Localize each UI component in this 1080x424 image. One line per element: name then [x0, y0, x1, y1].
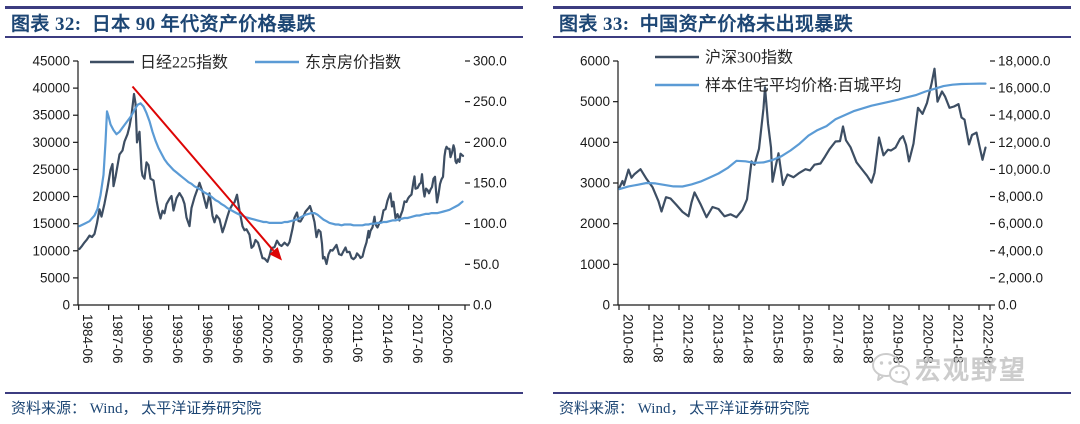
tokyo-housing-line — [78, 102, 464, 228]
svg-text:35000: 35000 — [32, 108, 70, 123]
svg-text:300.0: 300.0 — [473, 54, 507, 69]
svg-text:6000: 6000 — [580, 54, 610, 69]
svg-text:250.0: 250.0 — [473, 94, 507, 109]
svg-text:25000: 25000 — [32, 162, 70, 177]
axes — [73, 60, 470, 310]
chart-bottom-divider — [5, 392, 523, 394]
svg-text:2005-06: 2005-06 — [290, 314, 305, 364]
svg-text:40000: 40000 — [32, 81, 70, 96]
svg-text:2016-08: 2016-08 — [801, 314, 816, 364]
svg-text:1987-06: 1987-06 — [110, 314, 125, 364]
svg-text:2017-06: 2017-06 — [410, 314, 425, 364]
svg-text:18,000.0: 18,000.0 — [998, 54, 1051, 69]
source-note: 资料来源： Wind， 太平洋证券研究院 — [559, 401, 810, 417]
svg-text:5000: 5000 — [40, 270, 70, 285]
legend: 日经225指数 东京房价指数 — [90, 54, 401, 72]
svg-text:1000: 1000 — [580, 257, 610, 272]
axis-tick-labels: 0 1000 2000 3000 4000 5000 6000 0.0 2,000.0 4,000… — [580, 54, 1051, 364]
svg-text:2011-08: 2011-08 — [651, 314, 666, 363]
figure-33-title: 图表 33: 中国资产价格未出现暴跌 — [559, 14, 854, 35]
nikkei-225-line — [78, 92, 465, 266]
svg-text:10000: 10000 — [32, 243, 70, 258]
panel-top-rule — [5, 6, 523, 9]
watermark-text: 宏观野望 — [915, 356, 1028, 385]
svg-text:150.0: 150.0 — [473, 176, 507, 191]
panel-japan: 图表 32: 日本 90 年代资产价格暴跌 0 5000 10000 15000 200… — [5, 0, 523, 424]
source-note: 资料来源： Wind， 太平洋证券研究院 — [11, 401, 262, 417]
svg-text:1996-06: 1996-06 — [200, 314, 215, 364]
csi-300-legend-label: 沪深300指数 — [705, 49, 793, 67]
axis-tick-labels: 0 5000 10000 15000 20000 25000 30000 35000 40000… — [32, 54, 506, 364]
svg-text:2017-08: 2017-08 — [831, 314, 846, 364]
svg-text:2014-06: 2014-06 — [380, 314, 395, 364]
nikkei-225-legend-label: 日经225指数 — [140, 54, 228, 72]
csi-300-line — [618, 67, 987, 219]
svg-text:1993-06: 1993-06 — [170, 314, 185, 364]
svg-text:1999-06: 1999-06 — [230, 314, 245, 364]
svg-text:2010-08: 2010-08 — [621, 314, 636, 364]
svg-text:2019-08: 2019-08 — [891, 314, 906, 364]
chart-bottom-divider — [553, 392, 1071, 394]
watermark: 宏观野望 — [872, 350, 1027, 387]
svg-text:1984-06: 1984-06 — [80, 314, 95, 364]
svg-text:20000: 20000 — [32, 189, 70, 204]
svg-text:2021-08: 2021-08 — [951, 314, 966, 364]
svg-text:30000: 30000 — [32, 135, 70, 150]
svg-text:2012-08: 2012-08 — [681, 314, 696, 364]
china-asset-price-chart: 0 1000 2000 3000 4000 5000 6000 0.0 2,000.0 4,000… — [580, 49, 1051, 364]
svg-text:10,000.0: 10,000.0 — [998, 162, 1051, 177]
crash-arrow — [131, 85, 282, 261]
japan-asset-price-chart: 0 5000 10000 15000 20000 25000 30000 35000 40000… — [32, 54, 506, 364]
svg-text:45000: 45000 — [32, 54, 70, 69]
title-divider — [5, 36, 523, 38]
svg-text:2018-08: 2018-08 — [861, 314, 876, 364]
svg-text:6,000.0: 6,000.0 — [998, 216, 1043, 231]
svg-text:4000: 4000 — [580, 135, 610, 150]
panel-top-rule — [553, 6, 1071, 9]
tokyo-housing-legend-label: 东京房价指数 — [305, 54, 401, 72]
svg-text:100.0: 100.0 — [473, 216, 507, 231]
svg-text:3000: 3000 — [580, 176, 610, 191]
svg-text:16,000.0: 16,000.0 — [998, 81, 1051, 96]
title-divider — [553, 36, 1071, 38]
svg-text:0.0: 0.0 — [998, 298, 1017, 313]
house-price-100city-line — [618, 82, 987, 191]
svg-text:14,000.0: 14,000.0 — [998, 108, 1051, 123]
svg-text:2014-08: 2014-08 — [741, 314, 756, 364]
house-price-100city-legend-label: 样本住宅平均价格:百城平均 — [705, 77, 901, 95]
svg-text:0.0: 0.0 — [473, 298, 492, 313]
svg-text:2022-08: 2022-08 — [981, 314, 996, 364]
svg-text:200.0: 200.0 — [473, 135, 507, 150]
svg-text:15000: 15000 — [32, 216, 70, 231]
svg-text:2011-06: 2011-06 — [350, 314, 365, 363]
svg-text:5000: 5000 — [580, 94, 610, 109]
svg-text:0: 0 — [62, 298, 70, 313]
svg-text:1990-06: 1990-06 — [140, 314, 155, 364]
svg-text:50.0: 50.0 — [473, 257, 499, 272]
svg-text:12,000.0: 12,000.0 — [998, 135, 1051, 150]
svg-text:2000: 2000 — [580, 216, 610, 231]
axes — [613, 60, 995, 310]
svg-text:2,000.0: 2,000.0 — [998, 270, 1043, 285]
svg-text:4,000.0: 4,000.0 — [998, 243, 1043, 258]
svg-text:2020-08: 2020-08 — [921, 314, 936, 364]
svg-text:2008-06: 2008-06 — [320, 314, 335, 364]
figure-32-title: 图表 32: 日本 90 年代资产价格暴跌 — [11, 14, 316, 35]
wechat-icon — [872, 352, 910, 385]
svg-text:8,000.0: 8,000.0 — [998, 189, 1043, 204]
svg-text:2020-06: 2020-06 — [440, 314, 455, 364]
svg-text:2015-08: 2015-08 — [771, 314, 786, 364]
svg-text:2013-08: 2013-08 — [711, 314, 726, 364]
panel-china: 图表 33: 中国资产价格未出现暴跌 0 1000 2000 3000 4000 5000… — [553, 0, 1071, 424]
svg-text:2002-06: 2002-06 — [260, 314, 275, 364]
svg-text:0: 0 — [602, 298, 610, 313]
